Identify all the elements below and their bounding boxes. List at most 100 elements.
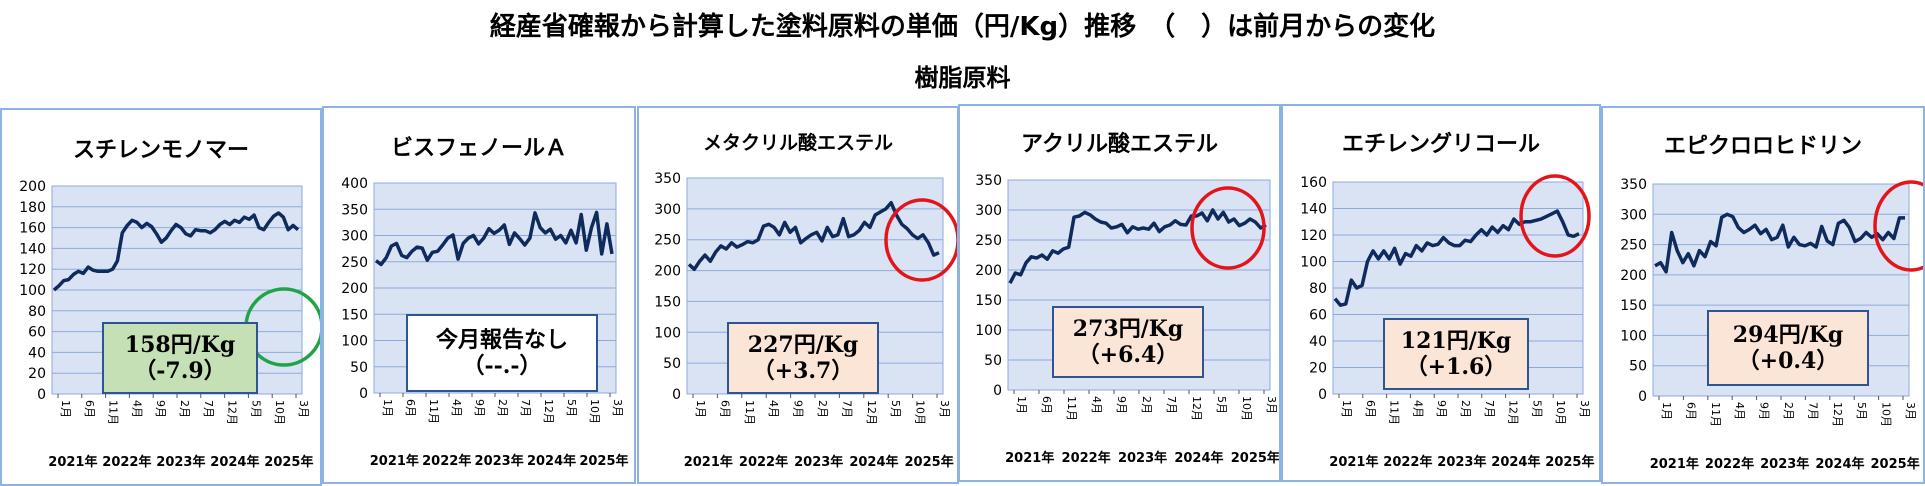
x-tick-label: 12月 — [865, 400, 878, 425]
chart-title: エチレングリコール — [1341, 132, 1540, 157]
y-tick-label: 0 — [37, 387, 46, 403]
y-tick-label: 60 — [1309, 308, 1327, 324]
x-tick-label: 1月 — [1015, 396, 1028, 414]
chart-panel: エチレングリコール 160 140 120 100 80 60 40 20 0 1月 6月 11月 4月 9… — [1281, 104, 1601, 482]
year-label: 2025年 — [579, 453, 628, 469]
y-tick-label: 150 — [654, 294, 681, 310]
year-label: 2025年 — [1545, 454, 1594, 470]
y-tick-label: 40 — [1309, 334, 1327, 350]
series-line — [52, 211, 300, 292]
year-label: 2023年 — [1760, 456, 1809, 472]
chart-panel: ビスフェノールＡ 400 350 300 250 200 150 100 50 0 1月 6月 11月 4… — [322, 106, 636, 484]
change-label: （-7.9） — [134, 358, 226, 384]
year-label: 2024年 — [849, 454, 898, 470]
series-line — [1008, 208, 1267, 285]
year-label: 2024年 — [1491, 454, 1540, 470]
chart-panel: アクリル酸エステル 350 300 250 200 150 100 50 0 1月 6月 11月 4月 9… — [958, 104, 1281, 482]
year-label: 2024年 — [527, 453, 576, 469]
y-tick-label: 100 — [341, 334, 368, 350]
x-tick-label: 3月 — [938, 400, 951, 418]
series-line — [1333, 209, 1580, 307]
line-chart: 350 300 250 200 150 100 50 0 1月 6月 11月 4月 9月 2月 7月 12月 5… — [975, 173, 1279, 466]
y-tick-label: 200 — [654, 264, 681, 280]
chart-title: エピクロロヒドリン — [1663, 134, 1862, 159]
x-tick-label: 1月 — [381, 399, 394, 417]
y-tick-label: 250 — [654, 233, 681, 249]
y-tick-label: 40 — [28, 345, 46, 361]
y-tick-label: 50 — [350, 360, 368, 376]
year-label: 2024年 — [210, 454, 259, 470]
x-tick-label: 10月 — [1554, 400, 1567, 425]
x-tick-label: 6月 — [1684, 402, 1697, 420]
year-label: 2021年 — [1005, 450, 1054, 466]
year-label: 2023年 — [794, 454, 843, 470]
x-tick-label: 5月 — [889, 400, 902, 418]
year-label: 2022年 — [1705, 456, 1754, 472]
x-tick-label: 11月 — [427, 399, 440, 424]
year-label: 2025年 — [1871, 456, 1920, 472]
y-tick-label: 300 — [975, 203, 1002, 219]
x-tick-label: 2月 — [1140, 396, 1153, 414]
x-tick-label: 1月 — [59, 400, 72, 418]
y-tick-label: 250 — [975, 233, 1002, 249]
year-label: 2025年 — [264, 454, 313, 470]
y-tick-label: 400 — [341, 176, 368, 192]
y-tick-label: 200 — [19, 179, 46, 195]
y-tick-label: 50 — [663, 356, 681, 372]
x-tick-label: 7月 — [1806, 402, 1819, 420]
x-tick-label: 5月 — [1855, 402, 1868, 420]
x-tick-label: 11月 — [1388, 400, 1401, 425]
x-tick-label: 6月 — [718, 400, 731, 418]
y-tick-label: 120 — [1300, 228, 1327, 244]
year-label: 2024年 — [1174, 450, 1223, 466]
x-tick-label: 12月 — [1190, 396, 1203, 421]
x-tick-label: 3月 — [1578, 400, 1591, 418]
year-label: 2025年 — [905, 454, 954, 470]
unit-price-label: 294円/Kg — [1732, 321, 1844, 348]
x-tick-label: 3月 — [297, 400, 310, 418]
highlight-circle — [1519, 174, 1591, 258]
x-tick-label: 11月 — [1065, 396, 1078, 421]
x-tick-label: 6月 — [1040, 396, 1053, 414]
y-tick-label: 150 — [975, 293, 1002, 309]
year-label: 2021年 — [1650, 456, 1699, 472]
highlight-circle — [884, 198, 957, 282]
x-tick-label: 12月 — [1507, 400, 1520, 425]
year-label: 2021年 — [370, 453, 419, 469]
y-tick-label: 350 — [975, 173, 1002, 189]
x-tick-label: 12月 — [542, 399, 555, 424]
y-tick-label: 300 — [1620, 207, 1647, 223]
x-tick-label: 6月 — [404, 399, 417, 417]
y-tick-label: 250 — [341, 255, 368, 271]
year-label: 2023年 — [475, 453, 524, 469]
highlight-circle — [1873, 180, 1923, 272]
y-tick-label: 150 — [341, 307, 368, 323]
chart-title: ビスフェノールＡ — [390, 136, 567, 161]
series-line — [1654, 212, 1905, 274]
year-label: 2024年 — [1815, 456, 1864, 472]
chart-title: スチレンモノマー — [72, 138, 249, 163]
x-tick-label: 1月 — [694, 400, 707, 418]
x-tick-label: 4月 — [450, 399, 463, 417]
year-label: 2022年 — [739, 454, 788, 470]
year-label: 2023年 — [1437, 454, 1486, 470]
x-tick-label: 2月 — [816, 400, 829, 418]
x-tick-label: 2月 — [496, 399, 509, 417]
y-tick-label: 60 — [28, 325, 46, 341]
y-tick-label: 100 — [1620, 328, 1647, 344]
unit-price-label: 今月報告なし — [435, 326, 568, 353]
change-label: （+6.4） — [1077, 342, 1179, 368]
y-tick-label: 180 — [19, 200, 46, 216]
change-label: （+3.7） — [752, 358, 854, 384]
chart-panel: エピクロロヒドリン 350 300 250 200 150 100 50 0 1月 6月 11月 4月 9… — [1601, 106, 1925, 484]
y-tick-label: 20 — [28, 366, 46, 382]
x-tick-label: 2月 — [178, 400, 191, 418]
page-subtitle: 樹脂原料 — [914, 64, 1011, 92]
line-chart: 160 140 120 100 80 60 40 20 0 1月 6月 11月 4月 9月 2月 7月 12月 5… — [1300, 174, 1594, 470]
value-box: 227円/Kg （+3.7） — [727, 322, 879, 394]
y-tick-label: 20 — [1309, 361, 1327, 377]
chart-title: メタクリル酸エステル — [702, 132, 893, 154]
year-label: 2023年 — [1118, 450, 1167, 466]
x-tick-label: 4月 — [767, 400, 780, 418]
x-tick-label: 4月 — [130, 400, 143, 418]
